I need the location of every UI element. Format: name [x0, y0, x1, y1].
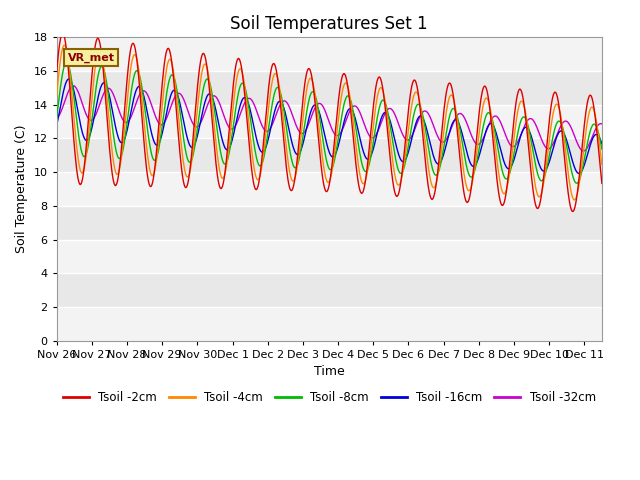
X-axis label: Time: Time [314, 365, 345, 378]
Title: Soil Temperatures Set 1: Soil Temperatures Set 1 [230, 15, 428, 33]
Bar [57, 307, 602, 341]
Bar [57, 172, 602, 206]
Y-axis label: Soil Temperature (C): Soil Temperature (C) [15, 125, 28, 253]
Legend: Tsoil -2cm, Tsoil -4cm, Tsoil -8cm, Tsoil -16cm, Tsoil -32cm: Tsoil -2cm, Tsoil -4cm, Tsoil -8cm, Tsoi… [58, 386, 600, 408]
Bar [57, 240, 602, 273]
Bar [57, 37, 602, 71]
Text: VR_met: VR_met [68, 52, 115, 63]
Bar [57, 105, 602, 138]
